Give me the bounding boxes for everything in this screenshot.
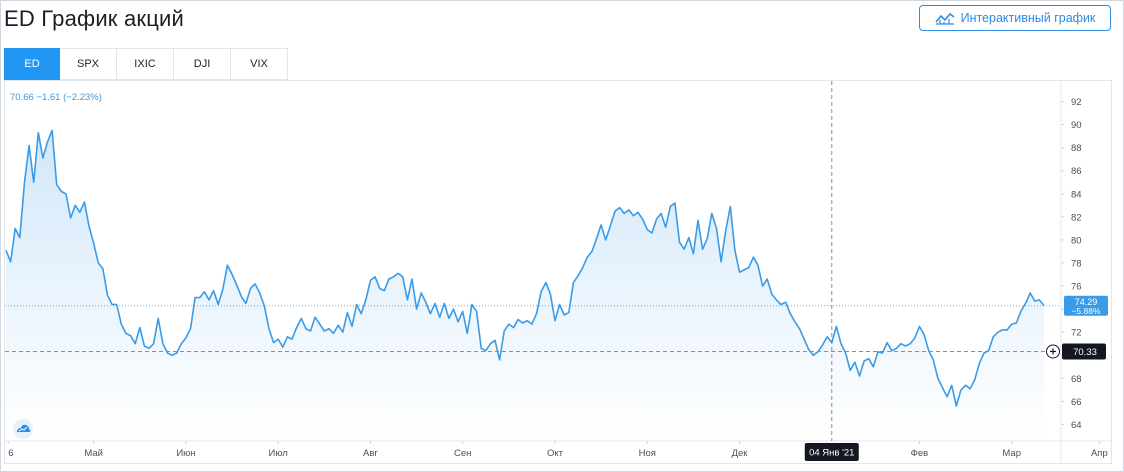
y-tick-label: 72 <box>1071 328 1082 339</box>
y-tick-label: 86 <box>1071 166 1082 177</box>
x-tick-label: Май <box>84 448 103 459</box>
x-tick-label: Июн <box>176 448 195 459</box>
y-tick-label: 92 <box>1071 97 1082 108</box>
x-tick-label: Мар <box>1002 448 1021 459</box>
y-tick-label: 90 <box>1071 120 1082 131</box>
crosshair-price-label: 70.33 <box>1073 347 1097 358</box>
tab-vix[interactable]: VIX <box>231 48 288 80</box>
ohlc-legend: 70.66 −1.61 (−2.23%) <box>10 92 102 103</box>
y-tick-label: 88 <box>1071 143 1082 154</box>
tab-ed[interactable]: ED <box>4 48 60 80</box>
x-tick-label: Апр <box>1091 448 1108 459</box>
x-tick-label: 6 <box>8 448 13 459</box>
x-tick-label: Июл <box>269 448 288 459</box>
price-series-line <box>5 129 1045 407</box>
y-tick-label: 80 <box>1071 235 1082 246</box>
crosshair-price-tag <box>1062 343 1106 360</box>
tab-ixic[interactable]: IXIC <box>117 48 174 80</box>
tab-dji[interactable]: DJI <box>174 48 231 80</box>
x-tick-label: Дек <box>732 448 749 459</box>
y-tick-label: 82 <box>1071 212 1082 223</box>
plus-circle-icon[interactable] <box>1046 344 1060 359</box>
y-tick-label: 66 <box>1071 397 1082 408</box>
y-tick-label: 76 <box>1071 282 1082 293</box>
chart-trend-icon <box>934 11 955 25</box>
chart-panel[interactable]: 646668707274767880828486889092 6МайИюнИю… <box>4 80 1112 464</box>
last-change-label: −5.88% <box>1071 306 1101 316</box>
x-tick-label: Окт <box>547 448 564 459</box>
interactive-chart-button[interactable]: Интерактивный график <box>919 5 1111 31</box>
symbol-tabs: ED SPX IXIC DJI VIX <box>4 48 288 80</box>
tab-spx[interactable]: SPX <box>60 48 117 80</box>
interactive-chart-label: Интерактивный график <box>960 11 1096 25</box>
y-tick-label: 68 <box>1071 374 1082 385</box>
x-tick-label: Фев <box>911 448 929 459</box>
price-area-fill <box>6 130 1044 441</box>
page-title: ED График акций <box>4 6 184 31</box>
price-chart[interactable]: 646668707274767880828486889092 6МайИюнИю… <box>5 81 1111 463</box>
x-tick-label: Сен <box>454 448 471 459</box>
x-tick-label: Ноя <box>639 448 656 459</box>
tradingview-cloud-icon[interactable] <box>13 419 33 439</box>
y-tick-label: 64 <box>1071 420 1082 431</box>
crosshair-date-tag <box>804 443 859 461</box>
y-tick-label: 78 <box>1071 259 1082 270</box>
last-price-label: 74.29 <box>1075 297 1098 307</box>
x-tick-label: Авг <box>363 448 378 459</box>
crosshair-date-label: 04 Янв '21 <box>809 448 854 459</box>
y-tick-label: 84 <box>1071 189 1082 200</box>
last-price-tag <box>1064 295 1108 316</box>
